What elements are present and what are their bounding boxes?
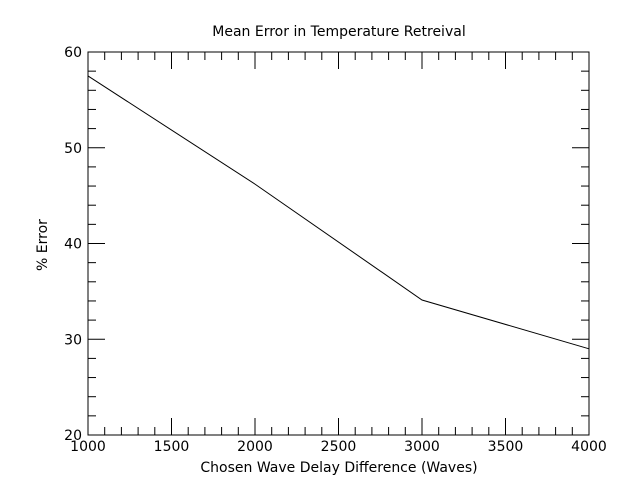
x-tick-label: 3000	[404, 439, 440, 455]
x-tick-label: 1500	[154, 439, 190, 455]
plot-frame	[87, 51, 590, 436]
series-line-0	[87, 75, 590, 350]
series-layer	[87, 75, 590, 350]
x-axis-label: Chosen Wave Delay Difference (Waves)	[200, 460, 477, 476]
chart-title: Mean Error in Temperature Retreival	[212, 24, 465, 40]
x-tick-label: 2000	[237, 439, 273, 455]
y-tick-label: 50	[64, 141, 82, 157]
y-tick-label: 30	[64, 332, 82, 348]
y-axis-label: % Error	[35, 219, 51, 271]
x-tick-label: 1000	[70, 439, 106, 455]
x-tick-label: 4000	[571, 439, 607, 455]
x-tick-label: 2500	[321, 439, 357, 455]
axis-ticks	[87, 51, 590, 436]
x-tick-label: 3500	[488, 439, 524, 455]
y-tick-label: 40	[64, 237, 82, 253]
y-tick-label: 60	[64, 45, 82, 61]
tick-labels: 1000 1500 2000 2500 3000 3500 4000 20 30 40 50 60	[64, 45, 607, 455]
y-tick-label: 20	[64, 428, 82, 444]
